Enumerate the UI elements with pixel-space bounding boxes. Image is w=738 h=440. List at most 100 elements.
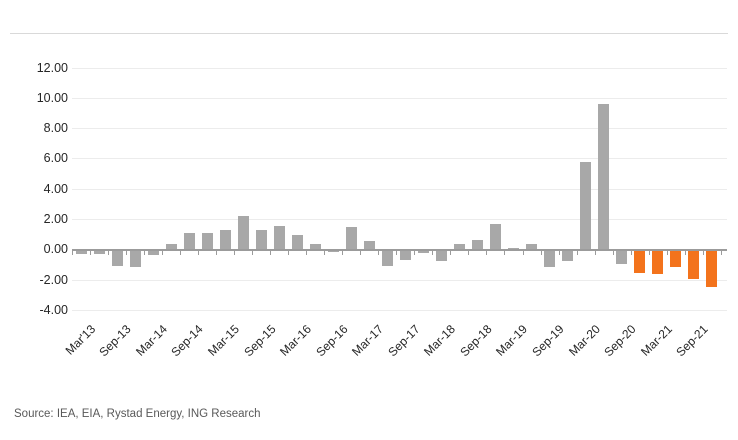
y-gridline [72,128,727,130]
x-axis-tick [108,251,110,256]
bar-actual [453,244,465,250]
y-gridline [72,188,727,190]
bar-actual [291,234,303,250]
x-axis-tick [702,251,704,256]
bar-actual [273,225,285,250]
bar-actual [471,239,483,250]
x-axis-tick [234,251,236,256]
x-axis-tick-label: Mar-16 [277,322,315,359]
bar-actual [526,243,537,250]
x-axis-tick [90,251,92,256]
x-axis-tick-label: Mar-18 [421,322,459,359]
bar-actual [183,233,195,250]
x-axis-tick [360,251,362,256]
bar-forecast [706,250,718,288]
x-axis-tick [666,251,668,256]
x-axis-tick [270,251,272,256]
x-axis-tick-label: Sep-15 [240,322,279,360]
bar-forecast [670,250,682,268]
bar-actual [129,250,141,268]
x-axis-tick-label: Mar-15 [205,322,243,359]
y-gridline [72,67,727,69]
x-axis-tick [486,251,488,256]
x-axis-tick [630,251,632,256]
bar-actual [309,244,321,250]
x-axis-tick [450,251,452,256]
x-axis-tick-label: Sep-19 [529,322,567,360]
y-gridline [72,219,727,220]
y-axis-tick-label: 6.00 [43,151,68,166]
bar-actual [345,227,357,250]
y-gridline [72,97,727,99]
y-axis-tick-label: 8.00 [43,121,68,136]
x-axis-tick [162,251,164,256]
x-axis-tick [576,251,578,256]
bar-actual [544,250,556,267]
x-axis-tick [180,251,182,256]
y-axis-tick-label: 4.00 [43,181,68,196]
x-axis-tick [396,251,398,256]
x-axis-tick-label: Sep-13 [96,322,134,360]
bar-actual [399,250,411,260]
x-axis-line [72,249,727,252]
bar-actual [507,247,519,250]
bar-forecast [688,250,700,279]
x-axis-tick [432,251,434,256]
x-axis-tick [378,251,380,256]
x-axis-tick [306,251,308,256]
bar-actual [417,250,429,254]
y-axis-tick-label: -2.00 [39,272,69,287]
bar-actual [219,230,231,250]
x-axis-tick [198,251,200,256]
x-axis-tick-label: Sep-20 [601,322,639,360]
bar-actual [93,250,105,254]
x-axis-tick [252,251,254,256]
x-axis-tick [594,251,596,256]
source-note: Source: IEA, EIA, Rystad Energy, ING Res… [14,408,261,420]
x-axis-tick [612,251,614,256]
bar-actual [165,243,177,250]
x-axis-tick-label: Mar'13 [62,322,98,358]
bar-actual [489,224,501,250]
y-axis-tick-label: 0.00 [43,242,68,257]
bar-actual [327,250,339,253]
x-axis-tick [288,251,290,256]
x-axis-tick-label: Sep-21 [673,322,711,360]
x-axis-tick [504,251,506,256]
x-axis-tick-label: Mar-14 [133,322,170,359]
x-axis-tick [144,251,146,256]
x-axis-tick [558,251,560,256]
x-axis-tick-label: Mar-21 [637,322,675,359]
x-axis-tick [324,251,326,256]
x-axis-tick [648,251,650,256]
x-axis-tick [342,251,344,256]
x-axis-tick-label: Sep-16 [312,322,351,360]
bar-actual [435,250,447,262]
x-axis-tick [414,251,416,256]
x-axis-tick-label: Sep-18 [457,322,495,360]
bar-actual [562,250,574,261]
x-axis-tick [720,251,722,256]
y-axis-tick-label: -4.00 [39,302,69,317]
y-gridline [72,279,727,281]
x-axis-tick [216,251,218,256]
x-axis-tick-label: Sep-14 [168,322,207,360]
x-axis-tick [540,251,542,256]
bar-actual [201,233,213,250]
bar-actual [237,216,249,250]
x-axis-tick-label: Mar-17 [349,322,387,359]
x-axis-tick-label: Mar-19 [493,322,531,359]
bar-actual [580,161,592,250]
y-axis-tick-label: 10.00 [36,90,68,105]
x-axis-tick [72,251,73,256]
bar-forecast [634,250,646,273]
x-axis-tick-label: Mar-20 [565,322,603,359]
bar-actual [363,241,375,250]
x-axis-tick [684,251,686,256]
top-divider-line [10,33,728,34]
bar-actual [255,230,267,250]
x-axis-tick-label: Sep-17 [385,322,423,360]
bar-actual [147,250,159,256]
y-gridline [72,158,727,160]
